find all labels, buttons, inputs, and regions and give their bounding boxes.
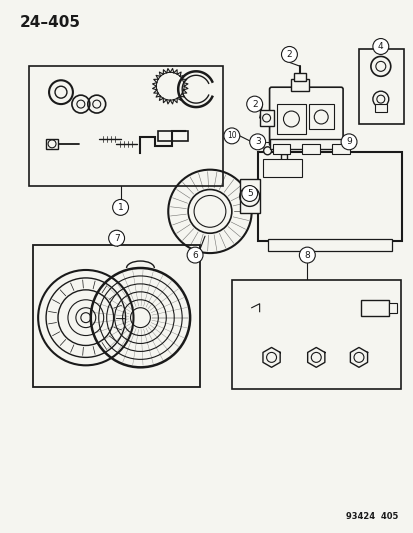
Bar — [259, 110, 273, 126]
Bar — [239, 179, 259, 213]
Bar — [301, 144, 320, 154]
Text: 5: 5 — [246, 189, 252, 198]
Bar — [231, 280, 400, 389]
Bar — [158, 131, 188, 141]
Bar — [269, 139, 342, 149]
Bar — [276, 104, 306, 134]
Bar — [46, 139, 58, 149]
Text: 93424  405: 93424 405 — [346, 512, 398, 521]
Text: 4: 4 — [377, 42, 383, 51]
Bar — [272, 144, 290, 154]
Text: 2: 2 — [251, 100, 257, 109]
Text: 3: 3 — [254, 138, 260, 147]
Text: 8: 8 — [304, 251, 309, 260]
Circle shape — [263, 147, 271, 155]
Text: 6: 6 — [192, 251, 197, 260]
Circle shape — [108, 230, 124, 246]
Bar — [29, 66, 222, 185]
Text: 24–405: 24–405 — [19, 15, 80, 30]
Text: 10: 10 — [226, 131, 236, 140]
Bar — [33, 245, 199, 387]
Circle shape — [223, 128, 239, 144]
Circle shape — [281, 46, 297, 62]
Bar — [267, 239, 391, 251]
Bar — [358, 50, 403, 124]
Bar — [294, 74, 306, 81]
Bar — [262, 159, 301, 176]
Bar — [374, 104, 386, 112]
Circle shape — [246, 96, 262, 112]
Circle shape — [112, 199, 128, 215]
Circle shape — [340, 134, 356, 150]
Bar — [309, 104, 333, 129]
Bar — [257, 152, 401, 241]
Circle shape — [372, 38, 388, 54]
Circle shape — [241, 185, 257, 201]
Circle shape — [299, 247, 315, 263]
Bar — [291, 79, 309, 91]
FancyBboxPatch shape — [269, 87, 342, 146]
Circle shape — [188, 190, 231, 233]
Text: 7: 7 — [114, 233, 119, 243]
Text: 2: 2 — [286, 50, 292, 59]
Circle shape — [249, 134, 265, 150]
Text: 9: 9 — [345, 138, 351, 147]
Bar — [360, 300, 388, 316]
Bar — [388, 303, 396, 313]
Circle shape — [187, 247, 202, 263]
Bar — [280, 154, 287, 161]
Text: 1: 1 — [117, 203, 123, 212]
Bar — [331, 144, 349, 154]
